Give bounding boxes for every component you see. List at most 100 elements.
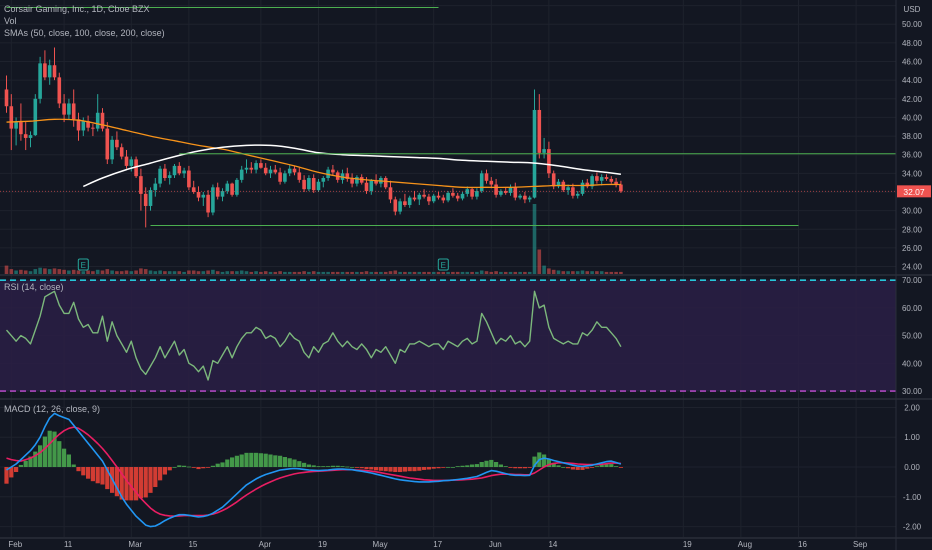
volume-bar-42: [206, 270, 210, 274]
candle-body-75: [364, 182, 369, 192]
macd-hist-bar-67: [326, 466, 331, 468]
candle-body-72: [350, 178, 354, 184]
symbol-title[interactable]: Corsair Gaming, Inc., 1D, Cboe BZX: [4, 4, 150, 14]
macd-hist-bar-99: [479, 462, 484, 468]
macd-hist-bar-91: [441, 467, 446, 468]
candle-body-49: [239, 169, 244, 180]
candle-body-91: [441, 197, 446, 201]
volume-bar-91: [441, 271, 446, 274]
macd-hist-bar-30: [148, 467, 153, 493]
volume-bar-111: [537, 249, 542, 274]
macd-hist-bar-40: [196, 467, 201, 470]
volume-bar-35: [172, 271, 177, 274]
macd-hist-bar-123: [594, 466, 599, 468]
macd-hist-bar-41: [201, 467, 206, 469]
macd-hist-bar-101: [489, 459, 494, 468]
date-tick-7: 17: [433, 540, 442, 549]
volume-bar-79: [383, 271, 388, 274]
volume-bar-86: [417, 271, 422, 274]
candle-body-76: [369, 180, 374, 192]
macd-hist-bar-89: [431, 467, 436, 469]
macd-hist-bar-29: [143, 467, 148, 498]
rsi-legend[interactable]: RSI (14, close): [4, 282, 64, 292]
sma-50-line: [6, 118, 621, 189]
volume-bar-0: [4, 265, 9, 274]
candle-body-128: [619, 184, 623, 192]
macd-hist-bar-87: [422, 467, 427, 470]
candle-body-122: [590, 176, 594, 187]
candle-body-5: [28, 135, 33, 138]
volume-bar-52: [254, 271, 258, 274]
candle-body-14: [71, 103, 76, 120]
candle-body-111: [537, 109, 542, 153]
candle-body-64: [311, 178, 316, 191]
candle-body-121: [585, 182, 590, 187]
price-tick-9: 42.00: [902, 95, 923, 104]
price-tick-8: 40.00: [902, 113, 923, 122]
macd-hist-bar-3: [18, 464, 23, 468]
macd-legend[interactable]: MACD (12, 26, close, 9): [4, 404, 101, 414]
vol-legend[interactable]: Vol: [4, 16, 17, 26]
macd-hist-bar-0: [4, 467, 9, 484]
price-tick-7: 38.00: [902, 132, 923, 141]
macd-hist-bar-97: [470, 464, 475, 468]
candle-body-83: [403, 201, 407, 206]
smas-legend[interactable]: SMAs (50, close, 100, close, 200, close): [4, 28, 165, 38]
macd-hist-bar-65: [316, 466, 321, 468]
macd-hist-bar-126: [609, 464, 614, 468]
volume-bar-26: [129, 271, 134, 274]
price-tick-1: 26.00: [902, 244, 923, 253]
volume-bar-74: [359, 271, 364, 274]
volume-bar-45: [220, 271, 225, 274]
rsi-band-fill: [0, 279, 896, 392]
price-tick-0: 24.00: [902, 263, 923, 272]
macd-hist-bar-7: [38, 445, 43, 468]
volume-bar-84: [407, 271, 412, 274]
volume-bar-101: [489, 271, 494, 274]
date-tick-8: Jun: [489, 540, 502, 549]
candle-body-39: [191, 187, 196, 192]
candle-body-57: [278, 172, 282, 182]
candle-body-4: [23, 134, 28, 138]
date-tick-11: Aug: [738, 540, 752, 549]
candle-body-26: [129, 159, 134, 166]
volume-bar-96: [465, 271, 470, 274]
macd-hist-bar-46: [225, 459, 230, 468]
candle-body-28: [139, 176, 143, 194]
macd-hist-bar-75: [364, 467, 369, 470]
candle-body-34: [167, 175, 172, 179]
macd-tick-0: -2.00: [903, 523, 922, 532]
candle-body-2: [14, 122, 18, 129]
macd-hist-bar-86: [417, 467, 422, 471]
sma-100-line: [82, 144, 621, 188]
candle-body-93: [451, 192, 455, 196]
volume-bar-62: [302, 271, 306, 274]
candle-body-33: [163, 168, 167, 179]
macd-hist-bar-42: [206, 467, 211, 468]
volume-bar-58: [283, 271, 287, 274]
candle-body-41: [201, 194, 206, 198]
candle-body-15: [76, 119, 81, 131]
macd-hist-bar-83: [402, 467, 407, 472]
volume-bar-39: [191, 270, 196, 274]
volume-bar-63: [307, 271, 311, 274]
candle-body-100: [484, 173, 489, 181]
macd-hist-bar-82: [398, 467, 403, 473]
volume-bar-100: [484, 271, 489, 274]
macd-hist-bar-9: [47, 430, 52, 468]
volume-bar-125: [604, 271, 609, 274]
candle-body-86: [417, 194, 422, 200]
candle-body-118: [571, 187, 575, 196]
volume-bar-99: [479, 270, 484, 274]
candle-body-77: [374, 180, 378, 184]
candle-body-0: [4, 89, 9, 107]
candle-body-6: [33, 98, 38, 136]
volume-bar-10: [52, 268, 57, 274]
volume-bar-25: [124, 270, 129, 274]
macd-hist-bar-79: [383, 467, 388, 472]
candle-body-99: [479, 173, 484, 192]
candle-body-95: [460, 193, 465, 199]
macd-hist-bar-26: [129, 467, 134, 501]
